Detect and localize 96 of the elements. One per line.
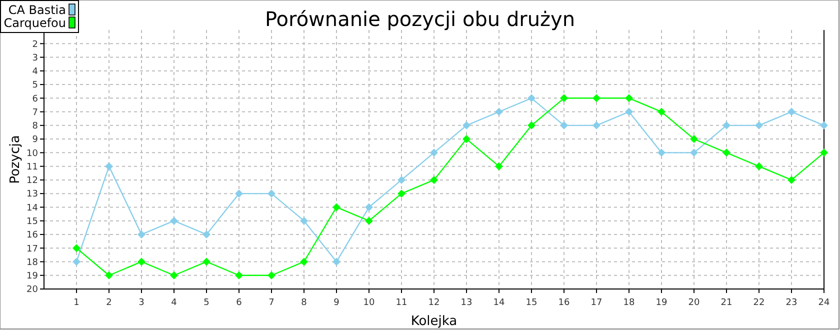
point xyxy=(592,94,600,102)
point xyxy=(722,121,730,130)
y-tick-label: 2 xyxy=(32,40,38,50)
point xyxy=(365,216,373,225)
x-tick-label: 14 xyxy=(493,298,505,308)
y-tick-label: 8 xyxy=(32,122,38,132)
x-tick-label: 12 xyxy=(428,298,440,308)
point xyxy=(235,190,243,198)
point xyxy=(430,148,438,157)
point xyxy=(528,94,536,102)
y-tick-label: 11 xyxy=(26,162,38,172)
point xyxy=(398,190,406,198)
x-tick-label: 5 xyxy=(204,298,210,308)
chart-title: Porównanie pozycji obu drużyn xyxy=(264,7,576,31)
x-tick-label: 11 xyxy=(396,298,408,308)
y-tick-label: 10 xyxy=(26,148,38,159)
point xyxy=(462,121,470,130)
x-tick-label: 18 xyxy=(623,298,635,308)
y-tick-label: 6 xyxy=(32,94,38,104)
point xyxy=(658,148,666,157)
x-tick-label: 23 xyxy=(786,298,798,308)
legend-label: Carquefou xyxy=(4,16,66,30)
point xyxy=(105,271,113,280)
y-tick-label: 13 xyxy=(26,190,38,200)
x-tick-label: 15 xyxy=(526,298,538,308)
point xyxy=(300,216,308,225)
point xyxy=(300,258,308,266)
point xyxy=(625,108,633,116)
point xyxy=(332,203,340,212)
point xyxy=(592,121,600,130)
point xyxy=(820,121,828,130)
point xyxy=(170,216,178,225)
x-tick-label: 7 xyxy=(268,298,274,308)
y-tick-label: 19 xyxy=(26,272,38,282)
x-tick-label: 3 xyxy=(138,298,144,308)
point xyxy=(755,121,763,130)
point xyxy=(528,121,536,130)
y-tick-label: 15 xyxy=(26,216,38,227)
x-tick-label: 4 xyxy=(171,298,178,308)
x-tick-label: 9 xyxy=(334,298,340,308)
y-tick-label: 18 xyxy=(26,258,38,268)
x-tick-label: 22 xyxy=(753,298,765,308)
point xyxy=(398,176,406,184)
x-tick-label: 21 xyxy=(720,298,732,308)
point xyxy=(722,148,730,157)
point xyxy=(105,162,113,170)
x-tick-label: 24 xyxy=(818,298,830,308)
y-tick-label: 14 xyxy=(26,203,38,214)
y-tick-label: 9 xyxy=(32,135,38,146)
point xyxy=(820,148,828,157)
x-tick-label: 17 xyxy=(590,298,602,308)
point xyxy=(268,190,276,198)
point xyxy=(365,203,373,212)
x-tick-label: 1 xyxy=(74,298,80,308)
point xyxy=(72,244,80,252)
point xyxy=(462,135,470,144)
point xyxy=(170,271,178,280)
x-tick-label: 10 xyxy=(363,298,375,308)
point xyxy=(202,230,210,238)
legend-label: CA Bastia xyxy=(8,3,66,17)
x-tick-label: 13 xyxy=(460,298,472,308)
point xyxy=(755,162,763,170)
point xyxy=(268,271,276,280)
point xyxy=(495,108,503,116)
point xyxy=(332,258,340,266)
point xyxy=(658,108,666,116)
y-tick-label: 20 xyxy=(26,285,38,296)
x-tick-label: 2 xyxy=(106,298,112,308)
point xyxy=(690,135,698,144)
point xyxy=(72,258,80,266)
y-tick-label: 16 xyxy=(26,230,38,241)
y-tick-label: 4 xyxy=(32,67,38,78)
x-axis-title: Kolejka xyxy=(410,314,458,329)
point xyxy=(202,258,210,266)
x-tick-label: 20 xyxy=(688,298,700,308)
point xyxy=(430,176,438,184)
point xyxy=(138,230,146,238)
y-tick-label: 5 xyxy=(32,80,38,91)
y-tick-label: 7 xyxy=(32,108,38,118)
point xyxy=(788,176,796,184)
point xyxy=(625,94,633,102)
point xyxy=(495,162,503,170)
x-tick-label: 16 xyxy=(558,298,570,308)
x-tick-label: 19 xyxy=(656,298,668,308)
x-tick-label: 6 xyxy=(236,298,242,308)
y-tick-label: 12 xyxy=(26,176,38,186)
point xyxy=(560,121,568,130)
y-axis-title: Pozycja xyxy=(8,135,23,184)
point xyxy=(690,148,698,157)
point xyxy=(138,258,146,266)
point xyxy=(788,108,796,116)
y-tick-label: 17 xyxy=(26,244,38,254)
y-tick-label: 3 xyxy=(32,53,38,64)
x-tick-label: 8 xyxy=(301,298,308,308)
point xyxy=(560,94,568,102)
point xyxy=(235,271,243,280)
